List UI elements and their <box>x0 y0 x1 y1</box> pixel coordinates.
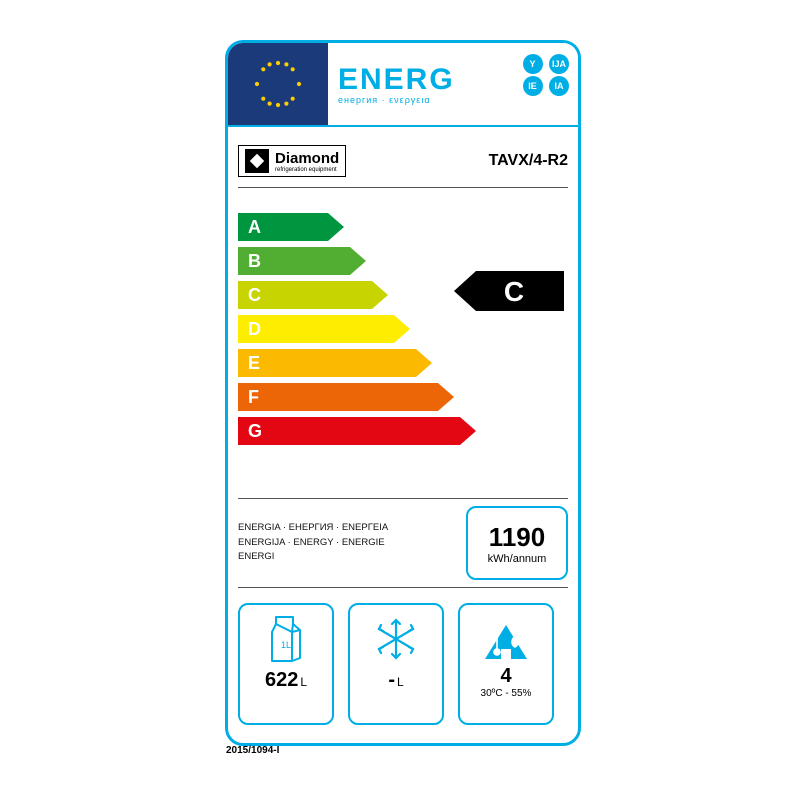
energy-word-translations: ENERGIA · ЕНЕРГИЯ · ΕΝΕΡΓΕΙΑENERGIJA · E… <box>238 521 388 565</box>
milk-carton-icon: 1L <box>269 613 303 665</box>
consumption-value: 1190 <box>489 522 545 553</box>
regulation-ref: 2015/1094-I <box>226 745 279 756</box>
model-number: TAVX/4-R2 <box>489 152 568 170</box>
snowflake-icon <box>373 613 419 665</box>
svg-text:F: F <box>248 387 259 407</box>
svg-text:C: C <box>504 276 524 307</box>
fresh-value: 622 <box>265 669 298 691</box>
consumption-box: 1190 kWh/annum <box>466 506 568 580</box>
climate-class-card: 4 30ºC - 55% <box>458 603 554 725</box>
brand-sub: refrigeration equipment <box>275 167 339 173</box>
selected-rating: C <box>454 271 564 316</box>
climate-icon <box>481 613 531 665</box>
header: ENERG енергия · ενεργεια Y IJA IE IA <box>228 43 578 127</box>
suffix-pill: IE <box>523 76 543 96</box>
consumption-unit: kWh/annum <box>488 553 547 565</box>
efficiency-scale: ABCDEFG <box>238 213 568 473</box>
svg-text:E: E <box>248 353 260 373</box>
brand-row: Diamond refrigeration equipment TAVX/4-R… <box>238 135 568 188</box>
svg-text:D: D <box>248 319 261 339</box>
frozen-unit: L <box>397 675 404 689</box>
svg-text:A: A <box>248 217 261 237</box>
energy-label: ENERG енергия · ενεργεια Y IJA IE IA Dia… <box>225 40 581 746</box>
suffix-pill: IA <box>549 76 569 96</box>
mid-row: ENERGIA · ЕНЕРГИЯ · ΕΝΕΡΓΕΙΑENERGIJA · E… <box>238 498 568 588</box>
fresh-capacity-card: 1L 622L <box>238 603 334 725</box>
brand-badge: Diamond refrigeration equipment <box>238 145 346 177</box>
climate-class: 4 <box>500 665 511 688</box>
frozen-capacity-card: -L <box>348 603 444 725</box>
carton-label: 1L <box>281 640 291 650</box>
climate-conditions: 30ºC - 55% <box>481 688 532 699</box>
svg-text:C: C <box>248 285 261 305</box>
svg-text:B: B <box>248 251 261 271</box>
svg-text:G: G <box>248 421 262 441</box>
eu-flag-icon <box>228 43 328 125</box>
fresh-unit: L <box>300 675 307 689</box>
header-suffix: Y IJA IE IA <box>522 53 570 97</box>
suffix-pill: Y <box>523 54 543 74</box>
bottom-row: 1L 622L -L <box>238 603 568 725</box>
frozen-value: - <box>388 669 395 691</box>
brand-logo-icon <box>245 149 269 173</box>
brand-name: Diamond <box>275 150 339 167</box>
suffix-pill: IJA <box>549 54 569 74</box>
header-title-block: ENERG енергия · ενεργεια Y IJA IE IA <box>328 43 578 125</box>
